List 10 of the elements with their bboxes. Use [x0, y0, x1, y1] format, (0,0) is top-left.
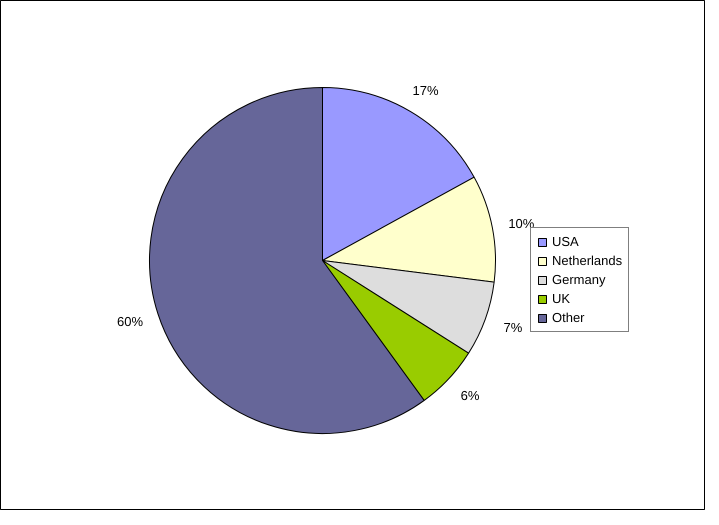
data-label: 10%	[508, 216, 535, 232]
data-label: 60%	[116, 314, 144, 329]
legend-label: UK	[552, 291, 572, 306]
data-label: 17%	[412, 83, 439, 98]
legend-label: USA	[552, 234, 579, 249]
data-label: 7%	[504, 320, 523, 335]
legend-label: Other	[552, 310, 585, 325]
legend-label: Netherlands	[552, 253, 622, 268]
legend-label: Germany	[552, 272, 606, 287]
data-label: 6%	[460, 388, 480, 404]
